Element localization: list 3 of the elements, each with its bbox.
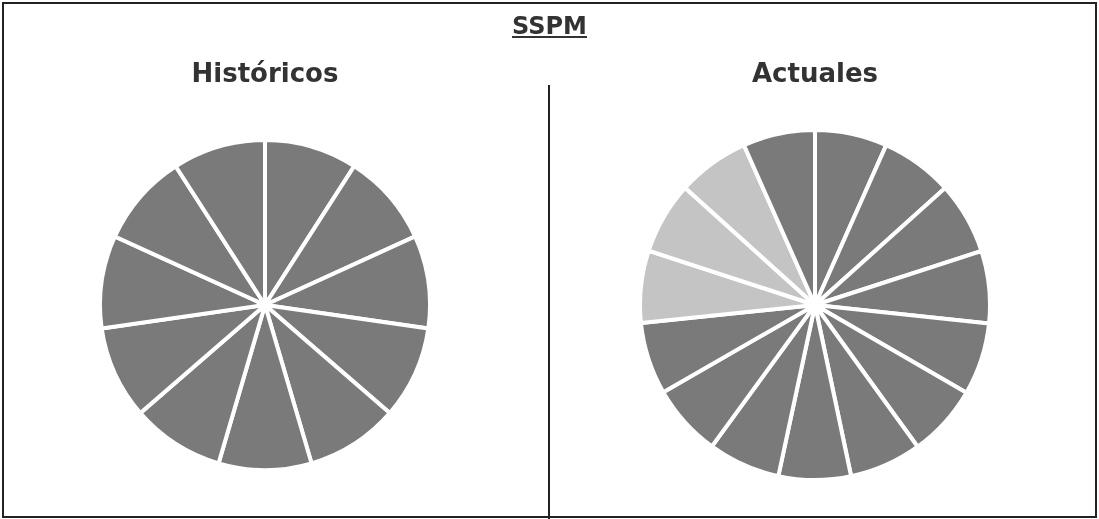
text: SSPM	[511, 12, 588, 40]
chart-title: Actuales	[750, 58, 879, 88]
chart-title: Históricos	[190, 58, 340, 88]
